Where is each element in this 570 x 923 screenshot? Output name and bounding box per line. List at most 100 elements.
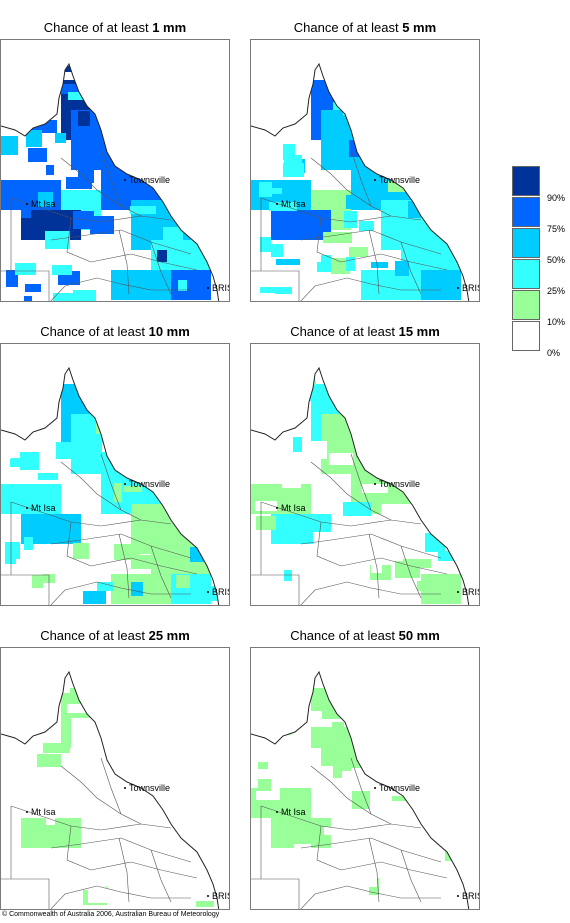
rain-map: Townsville Mt Isa BRIS [0,343,230,606]
probability-cell [319,809,341,817]
probability-cell [57,84,80,94]
probability-cell [149,693,177,706]
probability-legend: 90% 75% 50% 25% 10% 0% [512,166,570,358]
probability-cell [302,711,322,727]
probability-cell [25,411,49,419]
probability-cell [170,111,199,118]
probability-cell [131,725,154,744]
probability-cell [387,742,414,750]
district-boundary [400,849,422,903]
probability-cell [130,206,156,214]
probability-cell [131,555,156,569]
probability-cell [53,806,61,814]
probability-cell [177,702,196,717]
probability-cell [341,688,350,695]
probability-cell [445,852,469,861]
probability-cell [188,200,213,211]
probability-cell [193,417,209,434]
district-boundary [368,533,380,599]
probability-cell [197,372,210,385]
probability-cell [332,722,344,733]
probability-cell [73,543,89,559]
probability-cell [56,442,83,459]
probability-cell [96,403,108,422]
probability-cell [24,537,33,550]
probability-cell [144,392,163,409]
district-boundary [310,461,392,521]
map-panel-5mm: Chance of at least 5 mm Townsville Mt Isa… [250,18,480,302]
coastline [1,62,220,301]
district-boundary [100,757,122,815]
probability-cell [417,141,440,155]
map-panel-1mm: Chance of at least 1 mm Townsville Mt Isa… [0,18,230,302]
probability-cell [102,478,117,488]
probability-cell [410,744,421,751]
probability-cell [417,581,434,591]
probability-cell [282,184,299,196]
probability-cell [67,704,89,713]
district-boundary [66,521,92,567]
legend-label-90: 90% [547,193,566,203]
city-marker [26,203,28,205]
probability-cell [50,237,59,244]
probability-cell [317,262,333,272]
coastline [1,670,220,909]
probability-cell [154,717,174,727]
city-label-brisbane: BRIS [212,283,230,293]
city-label-townsville: Townsville [129,783,170,793]
probability-cell [117,705,131,724]
probability-cell [31,809,51,816]
legend-label-50: 50% [547,255,566,265]
district-boundary [300,837,442,863]
probability-cell [49,675,70,693]
district-boundary [50,277,191,301]
panel-title: Chance of at least 25 mm [40,628,190,643]
probability-cell [53,293,81,301]
probability-cell [46,816,55,825]
copyright-notice: © Commonwealth of Australia 2006, Austra… [2,911,220,918]
probability-cell [158,714,183,721]
district-boundary [50,885,191,909]
city-label-townsville: Townsville [379,479,420,489]
city-label-brisbane: BRIS [462,587,480,597]
probability-cell [358,739,367,754]
panel-title: Chance of at least 1 mm [43,20,187,35]
probability-cell [284,155,302,166]
probability-cell [387,461,409,478]
probability-cell [10,385,32,394]
probability-cell [117,419,135,437]
probability-cell [321,141,335,160]
probability-cell [45,823,54,830]
probability-shading [251,70,461,300]
district-boundary [316,217,342,263]
probability-cell [360,874,377,887]
panel-title: Chance of at least 5 mm [293,20,437,35]
city-marker [124,179,126,181]
probability-cell [392,709,404,725]
probability-cell [154,465,183,472]
probability-cell [324,827,344,835]
probability-cell [185,561,207,570]
probability-cell [138,112,165,131]
probability-cell [9,681,37,699]
probability-cell [418,102,438,108]
probability-cell [21,210,31,218]
probability-cell [294,844,311,858]
district-boundary [251,270,300,301]
city-label-mt-isa: Mt Isa [31,199,56,209]
district-boundary [368,229,380,295]
district-boundary [251,574,300,605]
probability-cell [139,880,167,899]
city-marker [124,787,126,789]
city-marker [276,811,278,813]
probability-cell [395,561,420,578]
district-boundary [60,765,142,825]
probability-cell [420,171,434,179]
district-boundary [340,557,448,575]
probability-cell [266,188,284,194]
probability-cell [426,397,451,404]
district-boundary [10,197,172,223]
city-marker [374,483,376,485]
probability-cell [371,262,388,268]
city-label-brisbane: BRIS [462,283,480,293]
